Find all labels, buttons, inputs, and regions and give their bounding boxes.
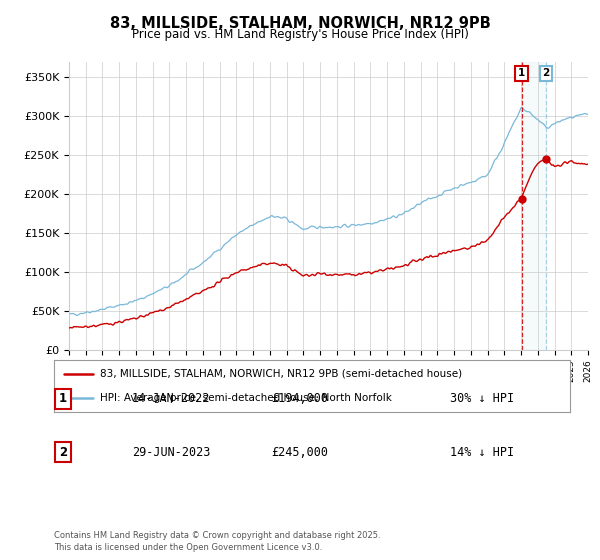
Text: 14-JAN-2022: 14-JAN-2022 — [132, 393, 211, 405]
Text: £194,000: £194,000 — [271, 393, 329, 405]
Text: 14% ↓ HPI: 14% ↓ HPI — [450, 446, 514, 459]
Text: Price paid vs. HM Land Registry's House Price Index (HPI): Price paid vs. HM Land Registry's House … — [131, 28, 469, 41]
Text: 29-JUN-2023: 29-JUN-2023 — [132, 446, 211, 459]
Text: 2: 2 — [59, 446, 67, 459]
Text: HPI: Average price, semi-detached house, North Norfolk: HPI: Average price, semi-detached house,… — [100, 393, 392, 403]
Text: 1: 1 — [59, 393, 67, 405]
Text: 83, MILLSIDE, STALHAM, NORWICH, NR12 9PB (semi-detached house): 83, MILLSIDE, STALHAM, NORWICH, NR12 9PB… — [100, 369, 463, 379]
Text: 2: 2 — [542, 68, 550, 78]
Text: Contains HM Land Registry data © Crown copyright and database right 2025.
This d: Contains HM Land Registry data © Crown c… — [54, 531, 380, 552]
Text: 30% ↓ HPI: 30% ↓ HPI — [450, 393, 514, 405]
Text: £245,000: £245,000 — [271, 446, 329, 459]
Text: 1: 1 — [518, 68, 526, 78]
Text: 83, MILLSIDE, STALHAM, NORWICH, NR12 9PB: 83, MILLSIDE, STALHAM, NORWICH, NR12 9PB — [110, 16, 490, 31]
Bar — [522, 62, 546, 350]
